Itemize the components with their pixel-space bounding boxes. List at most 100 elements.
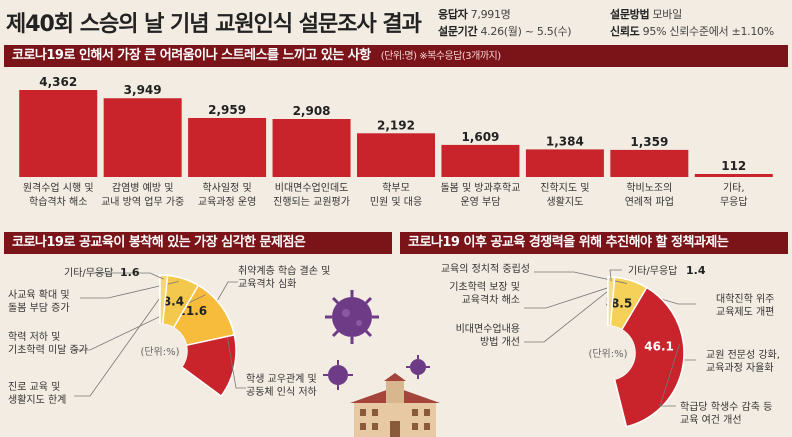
bar-category-label: 교육과정 운영 [198, 196, 256, 208]
bar-section-title: 코로나19로 인해서 가장 큰 어려움이나 스트레스를 느끼고 있는 사항 [12, 48, 371, 63]
slice-category-label: 진로 교육 및 [8, 381, 60, 393]
slice-category-label: 공동체 인식 저하 [246, 385, 317, 398]
period-info: 설문기간 4.26(월) ~ 5.5(수) [438, 23, 572, 39]
confidence-info: 신뢰도 95% 신뢰수준에서 ±1.10% [610, 23, 774, 39]
slice-category-label: 교육격차 해소 [462, 293, 520, 306]
respondents-label: 응답자 [438, 8, 468, 21]
pie-unit-label: (단위:%) [588, 347, 627, 360]
bar [441, 144, 520, 177]
pie-center [133, 324, 187, 378]
method-info: 설문방법 모바일 [610, 6, 682, 22]
slice-category-label: 기초학력 보장 및 [449, 281, 520, 293]
bar [610, 149, 689, 177]
bar [103, 98, 182, 177]
slice-category-label: 학급당 학생수 감축 등 [680, 401, 772, 413]
callout-line [214, 281, 238, 305]
respondents-info: 응답자 7,991명 [438, 6, 511, 22]
slice-category-label: 대학진학 위주 [716, 292, 774, 305]
bar-value-label: 2,192 [377, 118, 415, 132]
bar [694, 174, 773, 177]
bar-category-label: 감염병 예방 및 [112, 182, 174, 194]
callout-line [659, 344, 680, 407]
slice-value-label: 1.6 [120, 266, 140, 279]
bar-category-label: 기타, [723, 182, 745, 194]
bar-category-label: 학습격차 해소 [29, 195, 87, 208]
bar [188, 117, 267, 177]
bar-category-label: 진행되는 교원평가 [273, 196, 350, 208]
slice-category-label: 교육제도 개편 [716, 306, 774, 318]
bar-value-label: 4,362 [39, 75, 77, 89]
pie2-section-header: 코로나19 이후 공교육 경쟁력을 위해 추진해야 할 정책과제는 [400, 232, 788, 254]
slice-category-label: 기타/무응답 [628, 265, 677, 277]
slice-category-label: 교육 여건 개선 [680, 414, 742, 426]
slice-category-label: 교육의 정치적 중립성 [441, 262, 530, 275]
callout-line [94, 272, 164, 280]
callout-line [524, 281, 620, 343]
bar-value-label: 2,959 [208, 103, 246, 117]
bar-category-label: 무응답 [720, 196, 748, 208]
bar [357, 133, 435, 177]
bar-category-label: 비대면수업인데도 [275, 181, 349, 194]
pie2-section-title: 코로나19 이후 공교육 경쟁력을 위해 추진해야 할 정책과제는 [408, 235, 729, 250]
virus-icon-right [406, 355, 430, 379]
pie-unit-label: (단위:%) [140, 345, 179, 358]
bar-value-label: 1,359 [630, 135, 668, 149]
decoration-illustration [323, 290, 440, 437]
virus-icon [325, 290, 379, 344]
pie1-section-header: 코로나19로 공교육이 봉착해 있는 가장 심각한 문제점은 [4, 232, 392, 254]
bar-category-label: 연례적 파업 [625, 195, 674, 208]
slice-category-label: 돌봄 부담 증가 [8, 302, 70, 314]
slice-category-label: 교육격차 심화 [238, 277, 296, 290]
method-value: 모바일 [652, 8, 682, 21]
period-value: 4.26(월) ~ 5.5(수) [480, 25, 572, 38]
pie-center [581, 326, 635, 380]
slice-category-label: 기타/무응답 [64, 267, 113, 279]
slice-value-label: 1.4 [686, 264, 706, 277]
confidence-label: 신뢰도 [610, 25, 640, 38]
bar-section-header: 코로나19로 인해서 가장 큰 어려움이나 스트레스를 느끼고 있는 사항 (단… [4, 45, 788, 67]
page-title: 제40회 스승의 날 기념 교원인식 설문조사 결과 [6, 12, 422, 37]
slice-category-label: 교원 전문성 강화, [706, 349, 780, 361]
school-building-icon [350, 373, 440, 437]
bar-category-label: 학부모 [382, 182, 410, 194]
slice-category-label: 방법 개선 [480, 336, 520, 348]
callout-line [223, 318, 246, 389]
bar-category-label: 교내 방역 업무 가중 [101, 195, 184, 208]
slice-category-label: 취약계층 학습 결손 및 [238, 265, 330, 277]
respondents-value: 7,991명 [470, 8, 511, 21]
bar-section-note: (단위:명) ※복수응답(3개까지) [380, 51, 501, 62]
bar-category-label: 진학지도 및 [540, 182, 589, 194]
confidence-value: 95% 신뢰수준에서 ±1.10% [642, 25, 775, 38]
slice-category-label: 학력 저하 및 [8, 330, 60, 343]
bar-category-label: 원격수업 시행 및 [23, 181, 94, 194]
callout-line [80, 281, 179, 299]
bar-value-label: 3,949 [124, 83, 162, 97]
bar-category-label: 학비노조의 [626, 182, 672, 194]
bar-value-label: 1,384 [546, 134, 584, 148]
bar [19, 90, 98, 177]
bar [272, 119, 351, 177]
slice-category-label: 학생 교우관계 및 [246, 373, 317, 385]
slice-value-label: 8.5 [611, 296, 632, 310]
callout-line [74, 279, 173, 397]
callout-line [524, 282, 624, 309]
slice-category-label: 사교육 확대 및 [8, 289, 70, 301]
bar-category-label: 학사일정 및 [203, 182, 252, 194]
slice-category-label: 기초학력 미달 증가 [8, 344, 88, 356]
slice-category-label: 생활지도 한계 [8, 393, 66, 406]
virus-icon-small [323, 360, 353, 390]
slice-category-label: 교육과정 자율화 [706, 362, 774, 374]
bar-category-label: 돌봄 및 방과후학교 [440, 182, 520, 194]
bar [525, 149, 604, 177]
slice-value-label: 46.1 [644, 340, 674, 354]
bar-value-label: 2,908 [293, 104, 331, 118]
bar-value-label: 1,609 [461, 130, 499, 144]
period-label: 설문기간 [438, 25, 478, 38]
slice-category-label: 비대면수업내용 [456, 322, 520, 335]
callout-line [609, 269, 622, 282]
bar-category-label: 민원 및 대응 [370, 196, 422, 208]
pie1-section-title: 코로나19로 공교육이 봉착해 있는 가장 심각한 문제점은 [12, 235, 306, 250]
